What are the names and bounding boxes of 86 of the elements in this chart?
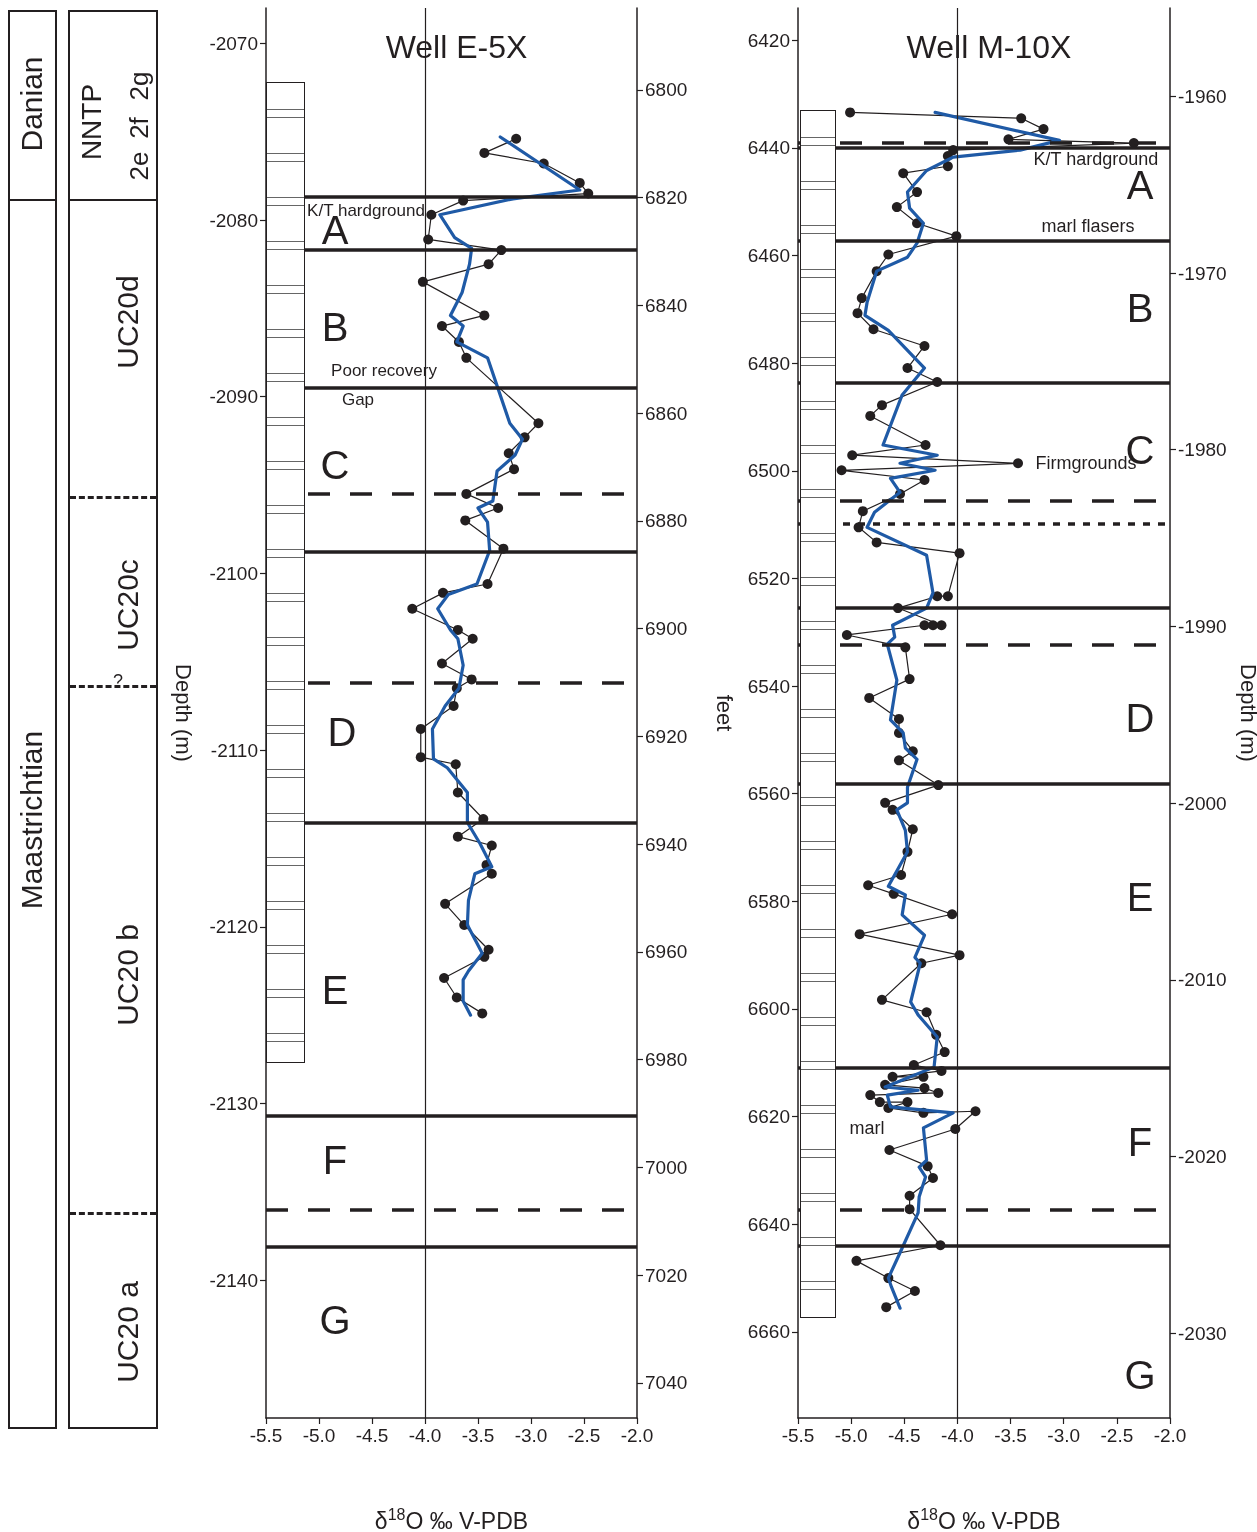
x-tick-label: -3.0 xyxy=(514,1425,548,1446)
y-tick-label: 6480 xyxy=(747,352,790,374)
text: UC20c xyxy=(111,559,144,651)
y-tick-label: -2080 xyxy=(209,209,258,231)
y-tick-label: 6420 xyxy=(747,29,790,51)
x-tick-label: -5.5 xyxy=(781,1425,815,1446)
x-tick-label: -5.0 xyxy=(834,1425,868,1446)
y2-tick-label: -1960 xyxy=(1178,85,1227,107)
annotation: C xyxy=(320,443,350,487)
text: NNTP xyxy=(76,83,107,161)
y-tick-label: 6440 xyxy=(747,137,790,159)
y2-tick-label: 6960 xyxy=(645,941,688,963)
y-tick-label: 6500 xyxy=(747,460,790,482)
x-tick-label: -4.5 xyxy=(355,1425,389,1446)
x-tick-label: -2.5 xyxy=(1100,1425,1134,1446)
y2-tick-label: 6860 xyxy=(645,402,688,424)
text: 2g xyxy=(124,71,154,101)
y2-tick-label: 6980 xyxy=(645,1049,688,1071)
y2-tick-label: 6940 xyxy=(645,833,688,855)
annotation: F xyxy=(322,1138,348,1182)
y-tick-label: 6580 xyxy=(747,890,790,912)
x-tick-label: -3.0 xyxy=(1047,1425,1081,1446)
x-tick-label: -4.0 xyxy=(941,1425,974,1446)
annotation: B xyxy=(1126,286,1154,330)
annotation: G xyxy=(1124,1353,1156,1397)
y-tick-label: -2130 xyxy=(209,1092,258,1114)
y-tick-label: -2140 xyxy=(209,1269,258,1291)
x-tick-label: -3.5 xyxy=(461,1425,495,1446)
y2-tick-label: 6880 xyxy=(645,510,688,532)
y-tick-label: 6520 xyxy=(747,567,790,589)
y-tick-label: 6660 xyxy=(747,1321,790,1343)
x-tick-label: -2.0 xyxy=(620,1425,654,1446)
annotation: D xyxy=(327,710,357,754)
y2-tick-label: 7020 xyxy=(645,1264,688,1286)
y-tick-label: -2120 xyxy=(209,916,258,938)
y-tick-label: -2100 xyxy=(209,562,258,584)
y2-tick-label: -1980 xyxy=(1178,439,1227,461)
y2-axis-title: Depth (m) xyxy=(1235,664,1257,762)
annotation: E xyxy=(1126,875,1154,919)
y2-tick-label: 6800 xyxy=(645,79,688,101)
x-tick-label: -5.0 xyxy=(302,1425,336,1446)
y-tick-label: 6540 xyxy=(747,675,790,697)
x-tick-label: -3.5 xyxy=(994,1425,1027,1446)
y2-tick-label: 6900 xyxy=(645,618,688,640)
y2-tick-label: 7000 xyxy=(645,1156,688,1178)
y-tick-label: 6600 xyxy=(747,998,790,1020)
x-tick-label: -2.0 xyxy=(1153,1425,1187,1446)
y-tick-label: -2070 xyxy=(209,32,258,54)
annotation: marl flasers xyxy=(1041,216,1135,236)
y-tick-label: 6460 xyxy=(747,245,790,267)
text: Maastrichtian xyxy=(15,730,48,910)
annotation: marl xyxy=(849,1118,885,1138)
y2-tick-label: 6820 xyxy=(645,187,688,209)
annotation: G xyxy=(319,1298,351,1342)
x-tick-label: -4.5 xyxy=(887,1425,921,1446)
text: 2f xyxy=(124,117,154,139)
y2-tick-label: 6920 xyxy=(645,725,688,747)
text: 2e xyxy=(124,151,154,181)
y2-axis-title: feet xyxy=(711,694,737,732)
y-tick-label: 6640 xyxy=(747,1213,790,1235)
y-tick-label: -2110 xyxy=(210,739,258,761)
text: UC20 a xyxy=(111,1281,144,1383)
y-tick-label: 6620 xyxy=(747,1106,790,1128)
x-tick-label: -4.0 xyxy=(408,1425,442,1446)
annotation: D xyxy=(1125,696,1155,740)
annotation: B xyxy=(321,305,349,349)
text: Danian xyxy=(15,56,48,152)
y2-tick-label: 7040 xyxy=(645,1372,688,1394)
annotation: F xyxy=(1127,1120,1153,1164)
text: UC20 b xyxy=(111,924,144,1026)
y-axis-title: Depth (m) xyxy=(170,664,196,762)
y2-tick-label: -2030 xyxy=(1178,1322,1227,1344)
y2-tick-label: -2010 xyxy=(1178,969,1227,991)
y2-tick-label: -1990 xyxy=(1178,615,1227,637)
x-tick-label: -5.5 xyxy=(249,1425,283,1446)
y-tick-label: -2090 xyxy=(209,386,258,408)
annotation: E xyxy=(321,968,349,1012)
annotation: Gap xyxy=(341,389,375,409)
y2-tick-label: -1970 xyxy=(1178,262,1227,284)
text: UC20d xyxy=(111,275,144,369)
annotation: K/T hardground xyxy=(1033,149,1159,169)
y2-tick-label: 6840 xyxy=(645,294,688,316)
y-tick-label: 6560 xyxy=(747,783,790,805)
y2-tick-label: -2000 xyxy=(1178,792,1227,814)
x-tick-label: -2.5 xyxy=(567,1425,601,1446)
y2-tick-label: -2020 xyxy=(1178,1146,1227,1167)
